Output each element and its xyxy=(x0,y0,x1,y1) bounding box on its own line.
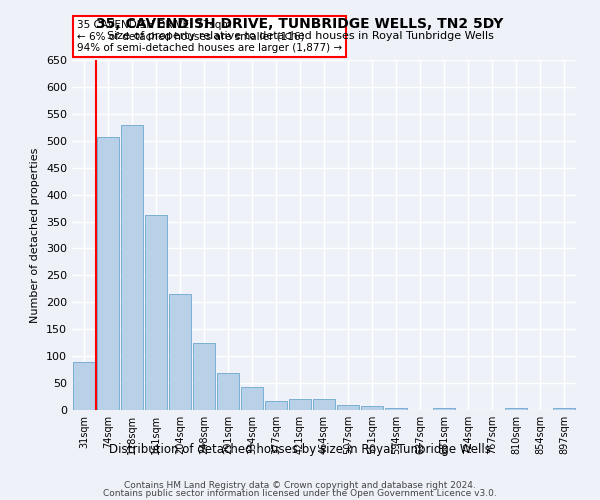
Bar xyxy=(385,408,407,410)
Bar xyxy=(313,399,335,410)
Bar xyxy=(553,408,575,410)
Text: Contains public sector information licensed under the Open Government Licence v3: Contains public sector information licen… xyxy=(103,489,497,498)
Text: 35, CAVENDISH DRIVE, TUNBRIDGE WELLS, TN2 5DY: 35, CAVENDISH DRIVE, TUNBRIDGE WELLS, TN… xyxy=(97,18,503,32)
Bar xyxy=(169,294,191,410)
Bar xyxy=(265,401,287,410)
Text: 35 CAVENDISH DRIVE: 77sqm
← 6% of detached houses are smaller (116)
94% of semi-: 35 CAVENDISH DRIVE: 77sqm ← 6% of detach… xyxy=(77,20,342,53)
Bar xyxy=(337,404,359,410)
Text: Distribution of detached houses by size in Royal Tunbridge Wells: Distribution of detached houses by size … xyxy=(109,442,491,456)
Bar xyxy=(121,124,143,410)
Bar xyxy=(505,408,527,410)
Bar xyxy=(145,214,167,410)
Bar xyxy=(193,342,215,410)
Text: Size of property relative to detached houses in Royal Tunbridge Wells: Size of property relative to detached ho… xyxy=(107,31,493,41)
Bar xyxy=(73,362,95,410)
Bar xyxy=(361,406,383,410)
Bar xyxy=(241,388,263,410)
Text: Contains HM Land Registry data © Crown copyright and database right 2024.: Contains HM Land Registry data © Crown c… xyxy=(124,480,476,490)
Bar xyxy=(433,408,455,410)
Bar xyxy=(217,374,239,410)
Bar xyxy=(97,137,119,410)
Bar xyxy=(289,399,311,410)
Y-axis label: Number of detached properties: Number of detached properties xyxy=(31,148,40,322)
